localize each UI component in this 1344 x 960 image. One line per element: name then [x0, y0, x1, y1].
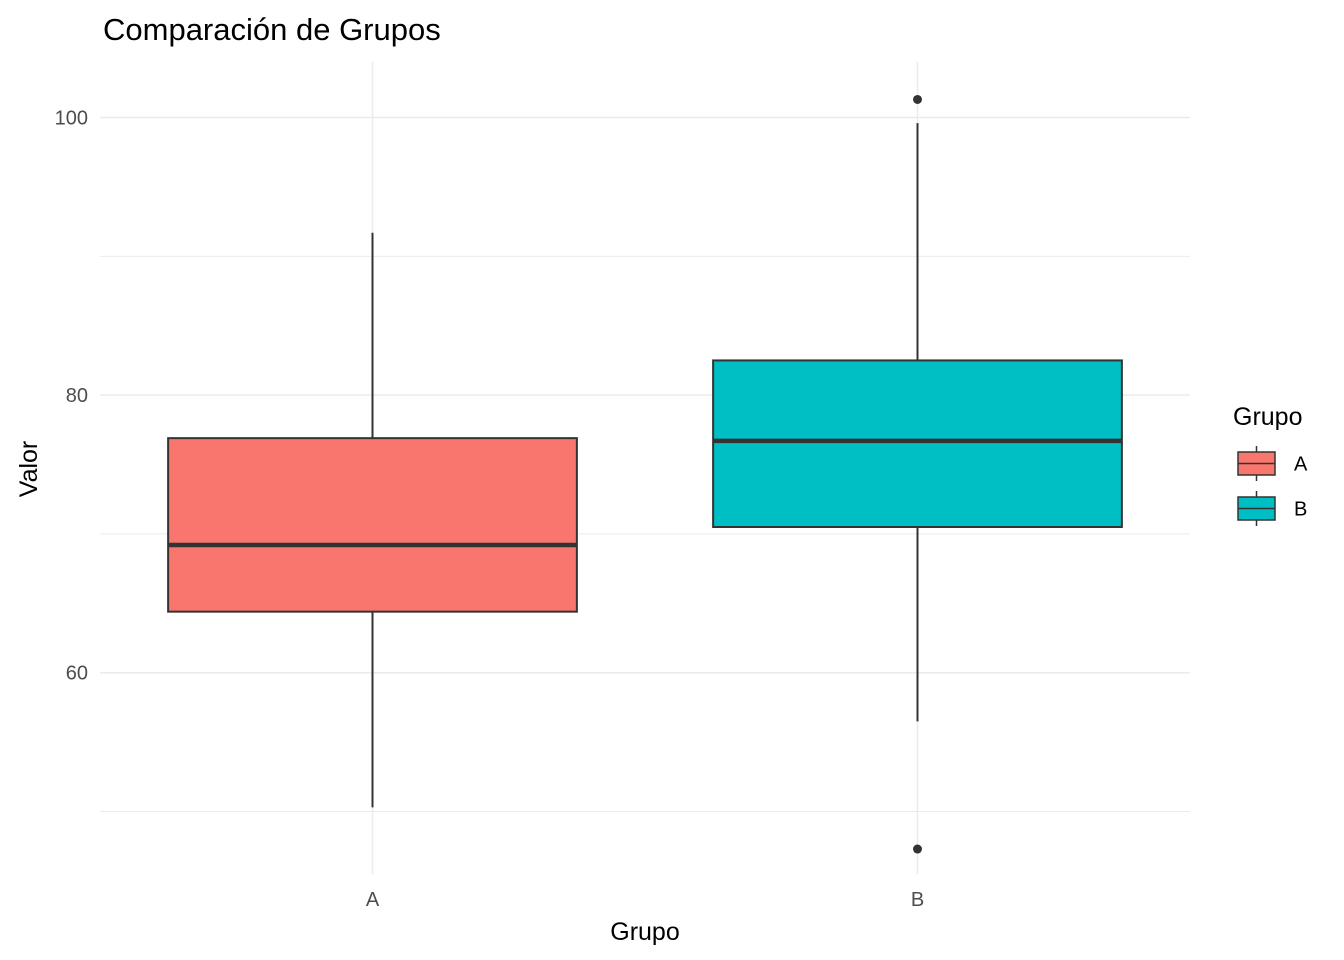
y-axis-title: Valor: [15, 441, 43, 498]
box-A: [167, 232, 578, 808]
legend-item-A: A: [1237, 446, 1308, 481]
y-tick-label: 80: [66, 385, 88, 407]
y-tick-label: 60: [66, 663, 88, 685]
legend-title: Grupo: [1233, 403, 1302, 431]
legend-label: A: [1294, 454, 1308, 476]
legend-label: B: [1294, 499, 1307, 521]
y-tick-label: 100: [55, 108, 88, 130]
chart-title: Comparación de Grupos: [103, 12, 441, 47]
outlier-point: [913, 94, 922, 104]
x-tick-label: B: [911, 889, 924, 911]
legend: Grupo A B: [1233, 403, 1308, 526]
legend-item-B: B: [1237, 491, 1307, 526]
iqr-box: [712, 359, 1123, 528]
x-axis-title: Grupo: [610, 918, 679, 946]
box-B: [712, 94, 1123, 854]
iqr-box: [167, 437, 578, 613]
plot-panel: 60 80 100 A B: [55, 62, 1190, 911]
x-tick-label: A: [366, 889, 380, 911]
outlier-point: [913, 844, 922, 854]
